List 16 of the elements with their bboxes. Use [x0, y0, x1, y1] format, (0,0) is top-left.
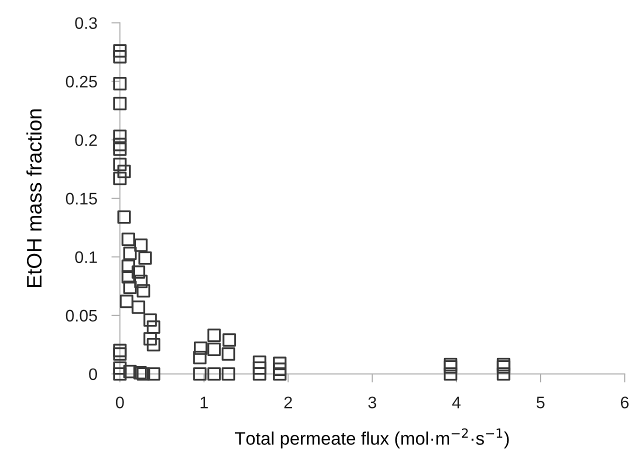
- y-tick-label: 0.15: [66, 192, 97, 205]
- y-tick-label: 0.2: [75, 134, 97, 146]
- y-tick-label: 0.25: [66, 76, 97, 88]
- x-tick-label: 6: [620, 396, 629, 408]
- x-tick-label: 1: [200, 396, 208, 408]
- x-axis-title: Total permeate flux (mol·m$^{−2}$·s$^{−1}$): [234, 428, 509, 448]
- y-tick-label: 0.1: [75, 251, 97, 264]
- x-tick-label: 2: [284, 396, 292, 408]
- x-tick-label: 5: [536, 396, 544, 408]
- x-tick-label: 0: [116, 396, 124, 408]
- y-axis-title: EtOH mass fraction: [26, 109, 42, 287]
- y-tick-label: 0.3: [75, 17, 97, 30]
- y-tick-label: 0.05: [66, 310, 97, 322]
- x-tick-label: 4: [452, 396, 461, 408]
- x-tick-label: 3: [368, 396, 376, 408]
- y-tick-label: 0: [89, 368, 98, 380]
